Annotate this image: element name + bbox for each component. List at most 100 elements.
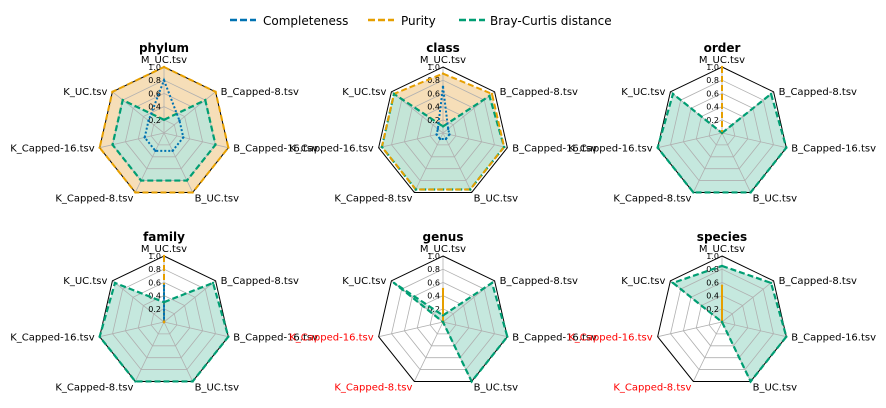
grid-spoke	[721, 132, 787, 149]
axis-label: K_Capped-8.tsv	[613, 383, 691, 394]
axis-label: K_UC.tsv	[342, 276, 386, 287]
grid-spoke	[112, 280, 165, 323]
bray-curtis-point	[139, 179, 143, 182]
axis-label: B_Capped-16.tsv	[512, 144, 597, 155]
grid-spoke	[442, 91, 495, 134]
grid-ring	[670, 79, 774, 181]
legend-label-purity: Purity	[401, 14, 436, 28]
outer-frame	[378, 66, 508, 193]
completeness-point	[143, 136, 146, 139]
r-tick-label: 1.0	[427, 63, 440, 72]
bray-curtis-point	[692, 191, 695, 194]
axis-label: B_UC.tsv	[474, 194, 518, 205]
completeness-line	[435, 86, 451, 140]
axis-label: K_Capped-16.tsv	[568, 144, 653, 155]
r-tick-label: 0.6	[427, 89, 440, 98]
grid-ring	[695, 295, 749, 347]
axis-label: K_UC.tsv	[342, 87, 386, 98]
completeness-point	[446, 127, 450, 131]
purity-point	[490, 92, 494, 96]
axis-label: K_UC.tsv	[63, 87, 107, 98]
grid-spoke	[163, 132, 194, 193]
grid-ring	[708, 119, 736, 146]
axis-label: M_UC.tsv	[420, 244, 466, 255]
grid-spoke	[692, 321, 723, 382]
axis-label: B_UC.tsv	[195, 194, 239, 205]
axis-label: M_UC.tsv	[420, 55, 466, 66]
axis-label: K_Capped-8.tsv	[55, 383, 133, 394]
completeness-point	[154, 149, 157, 153]
panel-species: 0.20.40.60.81.0M_UC.tsvB_Capped-8.tsvB_C…	[568, 230, 876, 394]
panel-family: 0.2 0.4 0.6 0.8 1.0M_UC.tsv B_Capped-8.tsv B_C…	[10, 230, 318, 394]
r-tick-label: 1.0	[706, 252, 719, 261]
bray-curtis-point	[204, 98, 207, 102]
grid-spoke	[99, 321, 165, 338]
axis-label: M_UC.tsv	[141, 244, 187, 255]
bray-curtis-point	[121, 98, 124, 102]
grid-spoke	[163, 321, 194, 382]
r-tick-label: 0.8	[148, 265, 161, 274]
bray-curtis-point	[720, 131, 724, 135]
axis-label: K_UC.tsv	[621, 87, 665, 98]
grid-spoke	[134, 321, 165, 382]
bray-curtis-point	[488, 94, 491, 98]
outer-frame	[657, 66, 787, 193]
bray-curtis-point	[749, 380, 752, 383]
grid-spoke	[413, 132, 444, 193]
bray-curtis-point	[785, 146, 788, 149]
purity-point	[441, 72, 445, 75]
grid-ring	[416, 295, 470, 347]
panel-class: 0.20.40.60.81.0M_UC.tsvB_Capped-8.tsvB_C…	[289, 41, 597, 205]
bray-curtis-point	[769, 281, 773, 285]
bray-curtis-point	[134, 380, 137, 383]
grid-ring	[682, 92, 762, 170]
r-tick-label: 0.6	[148, 278, 161, 287]
axis-label: B_Capped-8.tsv	[779, 276, 857, 287]
axis-label: K_Capped-8.tsv	[334, 383, 412, 394]
purity-point	[162, 254, 166, 258]
bray-curtis-point	[469, 188, 472, 191]
grid-spoke	[378, 132, 444, 149]
axis-label: B_Capped-8.tsv	[500, 87, 578, 98]
axis-label: K_Capped-8.tsv	[334, 194, 412, 205]
outer-frame	[378, 255, 508, 382]
grid-ring	[416, 106, 470, 158]
bray-curtis-point	[111, 143, 114, 146]
axis-label: M_UC.tsv	[141, 55, 187, 66]
axis-label: B_Capped-16.tsv	[233, 144, 318, 155]
completeness-point	[171, 149, 174, 153]
grid-spoke	[442, 321, 508, 338]
axis-label: K_UC.tsv	[63, 276, 107, 287]
purity-point	[720, 284, 724, 287]
bray-curtis-point	[720, 264, 724, 268]
panel-title: genus	[423, 230, 464, 244]
grid-spoke	[692, 132, 723, 193]
axis-label: B_Capped-16.tsv	[791, 333, 876, 344]
completeness-point	[438, 137, 442, 141]
panel-title: species	[697, 230, 747, 244]
bray-curtis-point	[414, 188, 417, 191]
purity-point	[227, 146, 230, 149]
legend-label-bray_curtis: Bray-Curtis distance	[490, 14, 612, 28]
bray-curtis-point	[490, 281, 494, 285]
grid-spoke	[721, 132, 752, 193]
r-tick-label: 1.0	[706, 63, 719, 72]
bray-curtis-area	[393, 282, 508, 382]
grid-spoke	[163, 91, 216, 134]
bray-curtis-point	[162, 118, 166, 122]
bray-curtis-area	[381, 93, 505, 190]
axis-label: B_Capped-16.tsv	[791, 144, 876, 155]
axis-label: B_UC.tsv	[195, 383, 239, 394]
axis-label: K_Capped-8.tsv	[613, 194, 691, 205]
grid-ring	[112, 79, 216, 181]
completeness-point	[444, 137, 448, 141]
panel-title: class	[426, 41, 460, 55]
bray-curtis-point	[191, 380, 194, 383]
panel-title: family	[143, 230, 185, 244]
purity-point	[134, 191, 137, 194]
grid-ring	[708, 308, 736, 335]
bray-curtis-point	[214, 143, 217, 146]
grid-spoke	[112, 91, 165, 134]
bray-curtis-line	[656, 92, 788, 194]
panel-order: 0.2 0.4 0.6 0.8 1.0M_UC.tsv B_Capped-8.tsv B_C…	[568, 41, 876, 205]
